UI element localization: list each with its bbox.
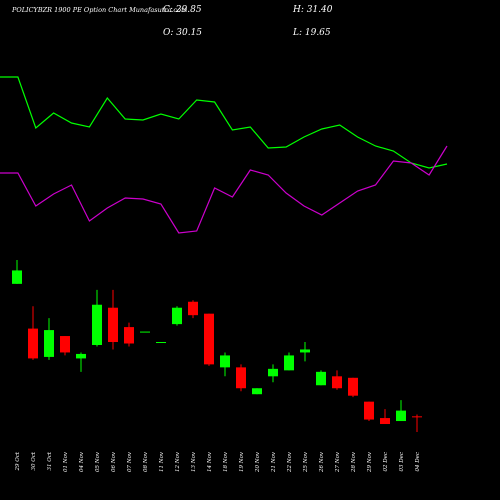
candle-body: [412, 416, 422, 418]
x-tick-label: 26 Nov: [319, 451, 325, 473]
candle-body: [28, 328, 38, 359]
x-tick-label: 03 Dec: [399, 452, 405, 472]
candle-body: [332, 376, 342, 389]
x-tick-label: 13 Nov: [191, 451, 197, 472]
candle-body: [300, 349, 310, 353]
indicator-line: [0, 145, 448, 234]
candle-body: [60, 336, 70, 353]
x-tick-label: 28 Nov: [351, 451, 357, 473]
x-tick-label: 27 Nov: [335, 451, 341, 473]
x-tick-label: 22 Nov: [287, 451, 293, 473]
x-tick-label: 02 Dec: [383, 452, 389, 472]
x-tick-label: 05 Nov: [95, 451, 101, 472]
x-tick-label: 29 Oct: [15, 451, 21, 471]
candle-body: [236, 367, 246, 389]
x-tick-label: 07 Nov: [127, 451, 133, 472]
x-tick-label: 18 Nov: [223, 451, 229, 472]
candle-body: [284, 355, 294, 371]
candle-body: [12, 270, 22, 284]
candle-body: [220, 355, 230, 368]
x-tick-label: 19 Nov: [239, 451, 245, 472]
x-tick-label: 25 Nov: [303, 451, 309, 473]
x-tick-label: 01 Nov: [63, 451, 69, 472]
candle-body: [108, 307, 118, 343]
candle-body: [172, 307, 182, 325]
candle-body: [252, 388, 262, 395]
x-tick-label: 30 Oct: [31, 451, 37, 470]
x-tick-label: 14 Nov: [207, 451, 213, 472]
candle-body: [188, 301, 198, 316]
x-tick-label: 08 Nov: [143, 451, 149, 472]
candle-body: [156, 342, 166, 344]
candle-body: [124, 327, 134, 344]
x-tick-label: 11 Nov: [159, 451, 165, 472]
x-tick-label: 04 Dec: [415, 452, 421, 472]
x-tick-label: 04 Nov: [79, 451, 85, 472]
chart-title: POLICYBZR 1900 PE Option Chart Munafasut…: [11, 6, 187, 14]
x-tick-label: 29 Nov: [367, 451, 373, 473]
candle-body: [44, 330, 54, 357]
close-label: C: 29.85: [163, 5, 202, 15]
indicator-line: [0, 76, 448, 169]
x-tick-label: 31 Oct: [47, 451, 53, 470]
candle-body: [268, 368, 278, 377]
open-label: O: 30.15: [163, 28, 202, 38]
candle-body: [204, 313, 214, 365]
low-label: L: 19.65: [292, 28, 331, 38]
candle-body: [140, 331, 150, 333]
candle-body: [348, 377, 358, 396]
x-tick-label: 20 Nov: [255, 451, 261, 473]
x-tick-label: 21 Nov: [271, 451, 277, 473]
candle-body: [76, 353, 86, 359]
candle-body: [380, 418, 390, 425]
candle-body: [396, 410, 406, 422]
x-tick-label: 12 Nov: [175, 451, 181, 472]
candle-body: [316, 371, 326, 386]
x-tick-label: 06 Nov: [111, 451, 117, 472]
high-label: H: 31.40: [292, 5, 333, 15]
candle-body: [92, 304, 102, 345]
candle-body: [364, 401, 374, 420]
